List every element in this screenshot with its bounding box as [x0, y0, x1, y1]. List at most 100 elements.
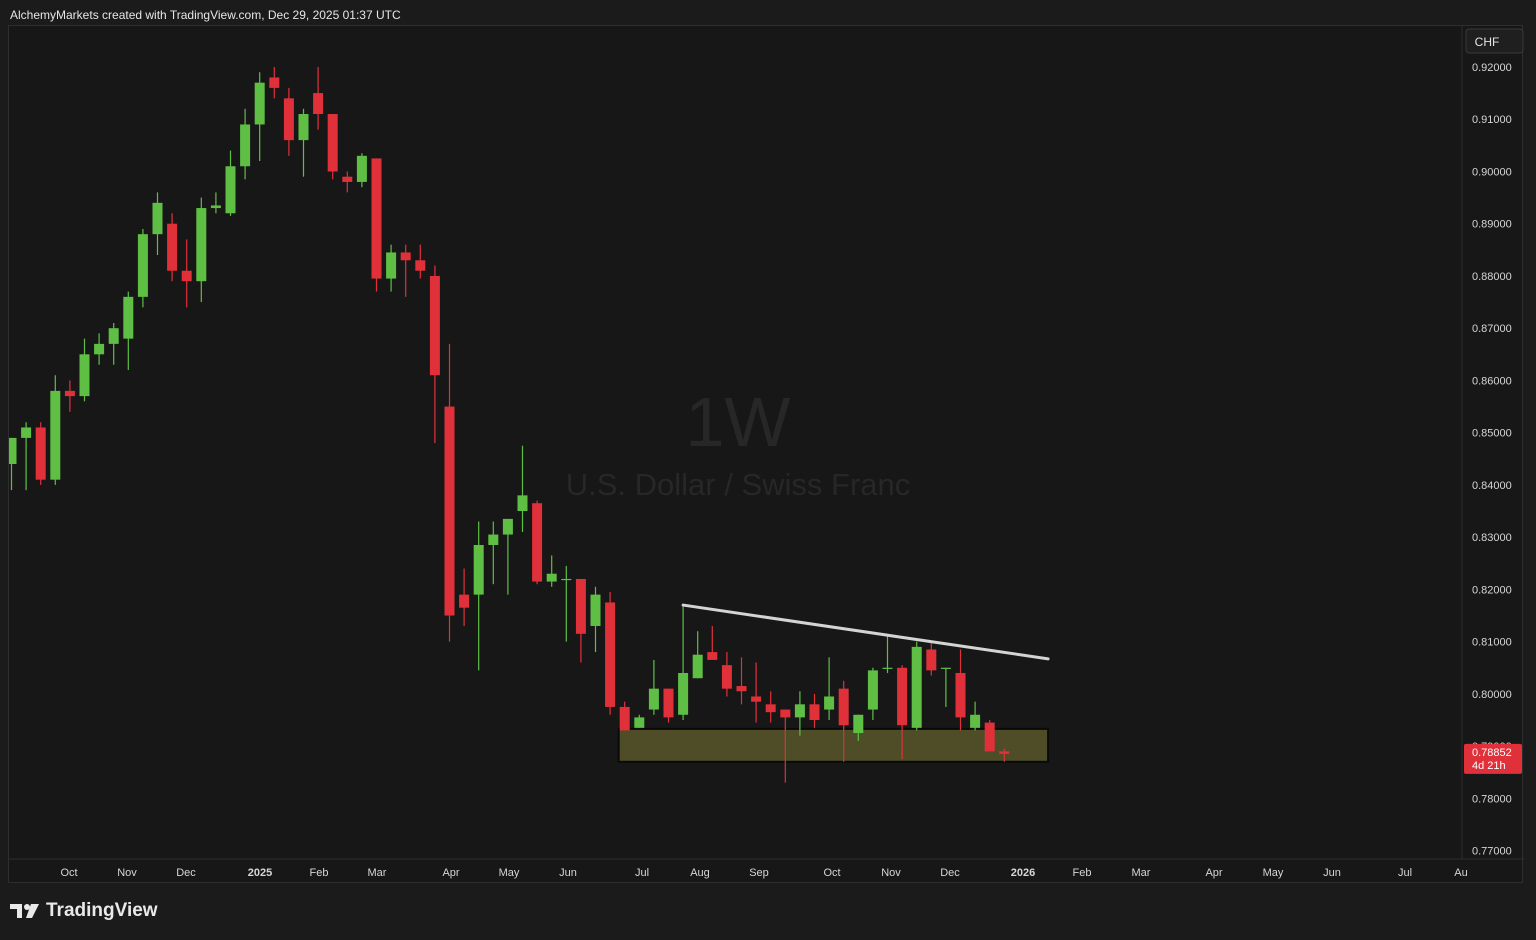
candle-body [867, 670, 878, 710]
candle-body [35, 427, 46, 480]
candle-body [298, 114, 309, 141]
candle-body [794, 704, 805, 718]
candle-body [853, 714, 864, 734]
candle-body [561, 578, 572, 581]
last-price-countdown: 4d 21h [1472, 760, 1506, 772]
candle-body [94, 343, 105, 355]
candle-body [897, 667, 908, 726]
time-tick-label: Dec [940, 867, 960, 879]
time-tick-label: Feb [1073, 867, 1092, 879]
candle-body [269, 77, 280, 88]
candle-body [108, 328, 119, 344]
time-tick-label: May [499, 867, 520, 879]
price-tick-label: 0.85000 [1472, 428, 1512, 440]
candle-body [196, 208, 207, 282]
chart-attribution: AlchemyMarkets created with TradingView.… [10, 8, 401, 22]
time-tick-label: Jun [559, 867, 577, 879]
tradingview-logo-icon [10, 904, 39, 918]
time-axis[interactable]: Oct Nov Dec 2025 Feb Mar Apr May Jun Jul Aug Sep Oct… [60, 867, 1467, 879]
candle-body [123, 296, 134, 339]
price-tick-label: 0.90000 [1472, 166, 1512, 178]
candle-body [137, 234, 148, 297]
candle-body [765, 704, 776, 713]
candle-body [678, 672, 689, 715]
candle-body [809, 704, 820, 720]
candle-body [342, 176, 353, 182]
price-tick-label: 0.83000 [1472, 532, 1512, 544]
brand-name: TradingView [46, 900, 158, 921]
candle-body [546, 573, 557, 582]
time-tick-label: Apr [442, 867, 459, 879]
candle-body [751, 696, 762, 702]
candle-body [736, 686, 747, 692]
time-tick-label: Mar [368, 867, 387, 879]
time-tick-label: Mar [1132, 867, 1151, 879]
price-tick-label: 0.89000 [1472, 219, 1512, 231]
time-tick-label: Oct [60, 867, 77, 879]
price-tick-label: 0.77000 [1472, 846, 1512, 858]
candle-body [167, 223, 178, 271]
candlestick-chart[interactable]: 1W U.S. Dollar / Swiss Franc 0.92000 0.91… [9, 26, 1524, 884]
candle-body [444, 406, 455, 616]
time-tick-label: 2025 [248, 867, 272, 879]
candle-body [882, 667, 893, 669]
candle-body [327, 114, 338, 172]
tradingview-brand[interactable]: TradingView [10, 900, 158, 922]
support-zone [617, 727, 1050, 763]
candle-body [663, 688, 674, 718]
candle-body [488, 534, 499, 545]
price-tick-label: 0.86000 [1472, 375, 1512, 387]
last-price-label: 0.78852 4d 21h [1464, 743, 1522, 774]
currency-badge-label: CHF [1475, 35, 1500, 49]
candle-body [459, 594, 470, 608]
watermark-symbol-name: U.S. Dollar / Swiss Franc [566, 467, 911, 502]
time-tick-label: Aug [690, 867, 710, 879]
time-tick-label: Jul [1398, 867, 1412, 879]
candle-body [473, 544, 484, 595]
candle-body [911, 646, 922, 728]
price-tick-label: 0.80000 [1472, 689, 1512, 701]
candle-body [590, 594, 601, 626]
candle-body [999, 751, 1010, 754]
candles-layer [9, 67, 1010, 783]
candle-body [152, 202, 163, 235]
candle-body [502, 518, 513, 535]
watermark-interval: 1W [686, 383, 791, 461]
candle-body [400, 252, 411, 261]
candle-body [240, 124, 251, 167]
resistance-trendline[interactable] [681, 603, 1050, 661]
price-tick-label: 0.92000 [1472, 62, 1512, 74]
candle-body [707, 652, 718, 660]
price-tick-label: 0.81000 [1472, 637, 1512, 649]
time-tick-label: Apr [1205, 867, 1222, 879]
price-tick-label: 0.87000 [1472, 323, 1512, 335]
candle-body [605, 602, 616, 707]
candle-body [9, 437, 17, 465]
candle-body [721, 665, 732, 689]
candle-body [50, 390, 61, 480]
candle-body [386, 252, 397, 279]
candle-body [225, 166, 236, 214]
candle-body [517, 495, 528, 512]
chart-watermark: 1W U.S. Dollar / Swiss Franc [566, 383, 911, 502]
price-axis[interactable]: 0.92000 0.91000 0.90000 0.89000 0.88000 0.870… [1472, 62, 1512, 858]
candle-body [21, 427, 32, 438]
price-tick-label: 0.88000 [1472, 271, 1512, 283]
candle-body [575, 578, 586, 634]
candle-body [955, 672, 966, 718]
time-tick-label: Oct [823, 867, 840, 879]
time-tick-label: Feb [310, 867, 329, 879]
time-tick-label: Nov [117, 867, 137, 879]
candle-body [181, 270, 192, 282]
time-tick-label: 2026 [1011, 867, 1035, 879]
time-tick-label: Jun [1323, 867, 1341, 879]
chart-area[interactable]: 1W U.S. Dollar / Swiss Franc 0.92000 0.91… [8, 25, 1524, 884]
price-tick-label: 0.78000 [1472, 793, 1512, 805]
time-tick-label: Jul [635, 867, 649, 879]
candle-body [210, 205, 221, 209]
time-tick-label: Nov [881, 867, 901, 879]
candle-body [356, 155, 367, 182]
candle-body [283, 98, 294, 141]
time-tick-label: Dec [176, 867, 196, 879]
currency-badge[interactable]: CHF [1465, 28, 1524, 54]
